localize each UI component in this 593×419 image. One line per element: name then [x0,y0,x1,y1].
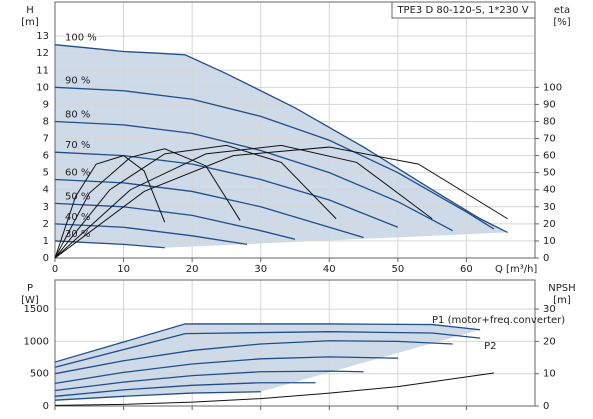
curve [54,148,241,259]
y2-tick-label: 40 [543,185,556,196]
x-axis-label: Q [m³/h] [495,264,537,275]
curve-label: 70 % [65,140,90,151]
curve-label: 100 % [65,33,97,44]
curve [54,372,494,406]
curve [54,323,481,363]
curve-label: 40 % [65,212,90,223]
y2-axis-unit: [m] [553,295,571,306]
y2-axis-label: NPSH [548,283,575,294]
y-tick-label: 12 [36,48,49,59]
y2-axis-unit: [%] [553,17,570,28]
operating-range [55,323,481,401]
curve-label: 50 % [65,191,90,202]
curve-label: 30 % [65,229,90,240]
y-tick-label: 500 [30,369,49,380]
y2-tick-label: 0 [543,253,549,264]
curve [54,223,248,245]
y2-axis-label: eta [554,5,570,16]
y-tick-label: 6 [43,151,49,162]
x-tick-label: 40 [323,264,336,275]
y-tick-label: 1000 [24,336,49,347]
y-tick-label: 0 [43,253,49,264]
y2-tick-label: 0 [543,401,549,412]
y2-tick-label: 80 [543,116,556,127]
y2-tick-label: 10 [543,236,556,247]
curve [54,240,165,249]
curve-label: P2 [484,341,496,352]
y-tick-label: 2 [43,219,49,230]
y-tick-label: 8 [43,116,49,127]
x-tick-label: 60 [460,264,473,275]
y-axis-unit: [m] [21,17,39,28]
curve [54,370,364,392]
x-tick-label: 10 [117,264,130,275]
curve-label: 90 % [65,75,90,86]
y2-tick-label: 50 [543,168,556,179]
y-tick-label: 3 [43,202,49,213]
curve [54,202,296,240]
y2-tick-label: 70 [543,134,556,145]
y-axis-label: P [27,283,33,294]
curve [54,120,454,232]
curve [54,146,508,259]
y2-tick-label: 20 [543,219,556,230]
curve [54,86,495,230]
y-tick-label: 1500 [24,304,49,315]
y-tick-label: 0 [43,401,49,412]
y-tick-label: 7 [43,134,49,145]
curve [54,144,337,259]
curve [54,155,166,259]
curve [54,44,508,233]
x-tick-label: 20 [186,264,199,275]
curve [54,340,453,375]
x-tick-label: 0 [52,264,58,275]
plot-frame [54,1,536,259]
chart-title: TPE3 D 80-120-S, 1*230 V [396,5,528,16]
plot-frame [54,279,536,407]
curve [54,391,261,401]
y2-tick-label: 60 [543,151,556,162]
title-box [391,1,536,19]
y2-tick-label: 30 [543,304,556,315]
curve [54,356,398,385]
curve [54,331,481,368]
curve-label: 60 % [65,167,90,178]
x-tick-label: 50 [391,264,404,275]
y-tick-label: 1 [43,236,49,247]
curve [54,382,316,397]
y2-tick-label: 20 [543,336,556,347]
curve [54,144,433,259]
y2-tick-label: 10 [543,369,556,380]
y-axis-label: H [26,5,34,16]
y-tick-label: 9 [43,99,49,110]
y2-tick-label: 30 [543,202,556,213]
y-tick-label: 10 [36,82,49,93]
y-tick-label: 5 [43,168,49,179]
y-axis-unit: [W] [21,295,39,306]
y-tick-label: 13 [36,31,49,42]
y2-tick-label: 100 [543,82,562,93]
y2-tick-label: 90 [543,99,556,110]
curve-label: 80 % [65,109,90,120]
curve [54,151,399,228]
operating-range [55,44,508,248]
x-tick-label: 30 [254,264,267,275]
y-tick-label: 11 [36,65,49,76]
curve-label: P1 (motor+freq.converter) [432,315,565,326]
y-tick-label: 4 [43,185,49,196]
